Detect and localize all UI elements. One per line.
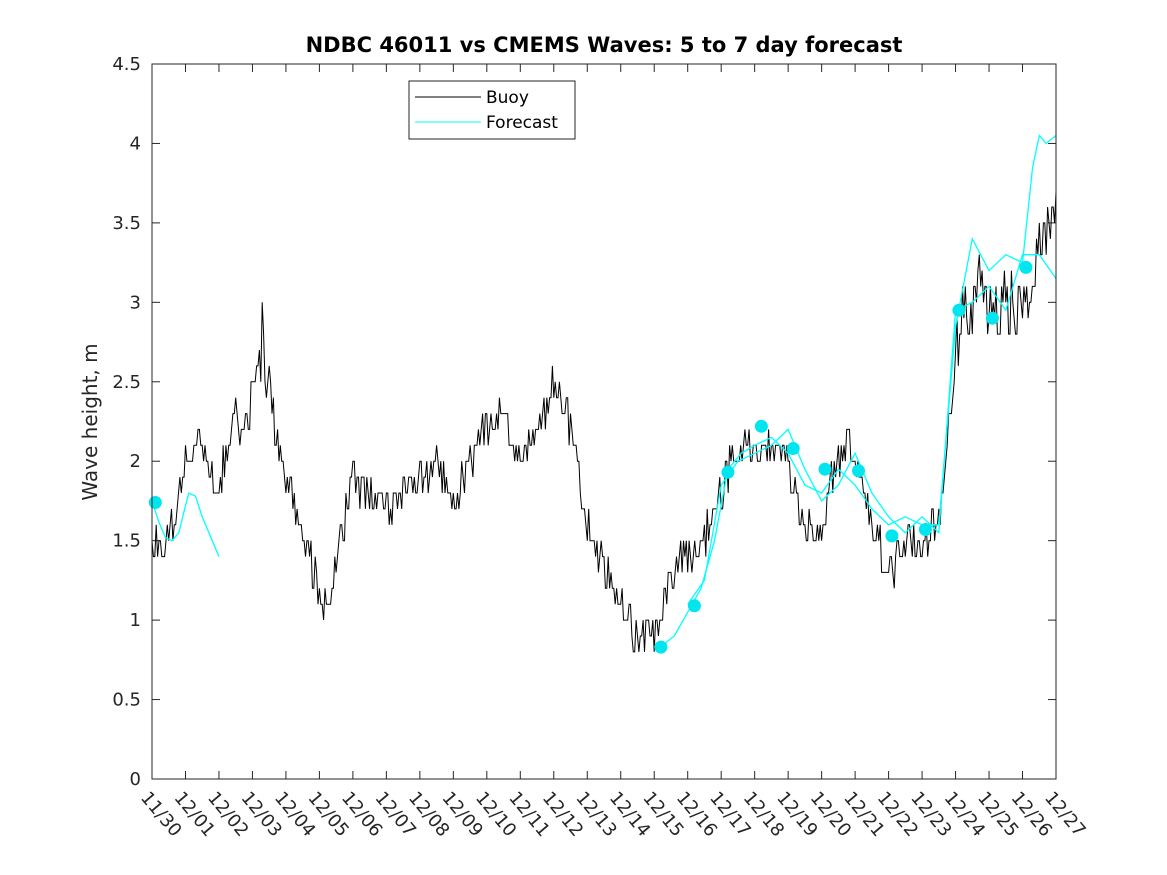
y-tick-label: 0.5 bbox=[112, 690, 141, 711]
y-tick-label: 3.5 bbox=[112, 213, 141, 234]
y-tick-label: 2.5 bbox=[112, 372, 141, 393]
forecast-start-marker bbox=[818, 462, 832, 476]
y-tick-label: 3 bbox=[130, 292, 141, 313]
y-axis-title: Wave height, m bbox=[78, 343, 102, 500]
forecast-start-marker bbox=[952, 303, 966, 317]
y-tick-label: 4 bbox=[130, 133, 141, 154]
forecast-start-marker bbox=[885, 529, 899, 543]
y-tick-label: 1 bbox=[130, 610, 141, 631]
forecast-start-marker bbox=[721, 465, 735, 479]
forecast-series-line-2 bbox=[654, 134, 1057, 648]
y-tick-label: 2 bbox=[130, 451, 141, 472]
forecast-start-marker bbox=[148, 496, 162, 509]
y-tick-label: 4.5 bbox=[112, 54, 141, 75]
plot-frame bbox=[151, 63, 1057, 780]
forecast-start-marker bbox=[918, 523, 932, 536]
forecast-start-marker bbox=[852, 464, 865, 478]
chart-title: NDBC 46011 vs CMEMS Waves: 5 to 7 day fo… bbox=[306, 33, 903, 57]
plot-area bbox=[148, 63, 1057, 780]
forecast-start-marker bbox=[754, 419, 768, 433]
legend-buoy-label: Buoy bbox=[486, 88, 529, 108]
legend-box bbox=[408, 80, 576, 140]
y-tick-label: 1.5 bbox=[112, 531, 141, 552]
forecast-start-marker bbox=[654, 640, 668, 654]
legend-forecast-label: Forecast bbox=[486, 113, 558, 133]
forecast-start-marker bbox=[985, 311, 999, 325]
y-tick-label: 0 bbox=[130, 769, 141, 790]
forecast-series-line-3 bbox=[687, 254, 1057, 605]
forecast-start-marker bbox=[1019, 260, 1033, 274]
forecast-start-marker bbox=[687, 599, 701, 613]
forecast-series-line-1 bbox=[151, 492, 220, 557]
forecast-start-marker bbox=[786, 442, 800, 455]
buoy-series-line bbox=[151, 191, 1057, 653]
legend: Buoy Forecast bbox=[408, 80, 576, 140]
